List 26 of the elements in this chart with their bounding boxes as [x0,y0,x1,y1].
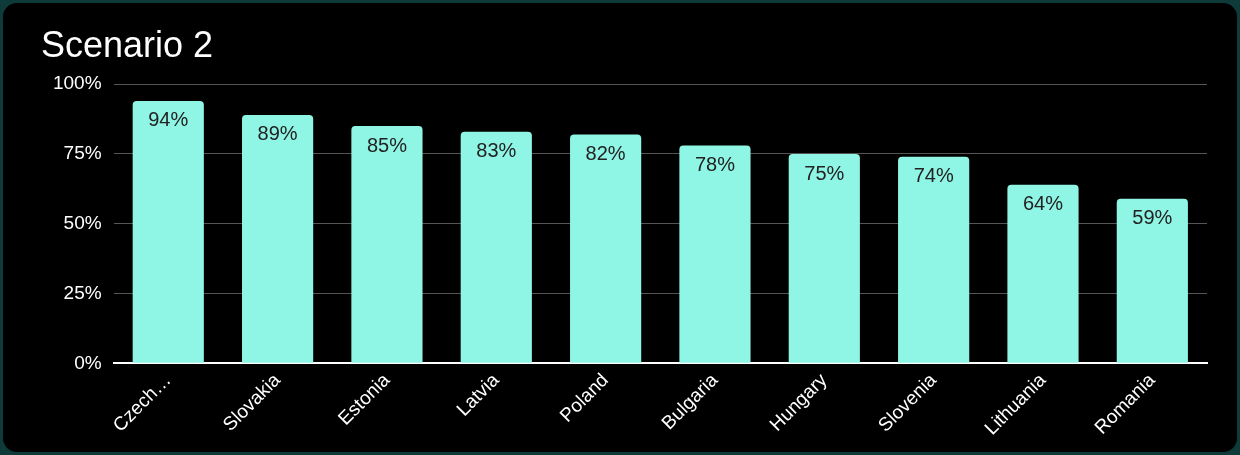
bar [679,145,751,363]
data-label: 75% [804,161,845,184]
data-label: 82% [585,141,626,164]
bar [460,131,532,363]
data-label: 64% [1022,192,1064,215]
bar [570,134,642,363]
data-label: 83% [476,139,517,162]
bar [1007,184,1079,363]
y-tick-label: 0% [74,351,102,373]
data-label: 85% [366,133,408,156]
y-tick-label: 25% [63,281,102,303]
bar [788,153,860,363]
bar [351,126,423,363]
bar [898,156,970,363]
data-label: 74% [913,164,954,187]
bar [132,100,204,363]
data-label: 78% [694,153,736,176]
y-tick-label: 50% [63,212,102,234]
data-label: 59% [1132,206,1173,229]
bar [1116,198,1188,363]
y-tick-label: 100% [52,72,102,94]
data-label: 94% [148,108,189,131]
chart-title: Scenario 2 [41,23,214,65]
y-tick-label: 75% [63,142,102,164]
data-label: 89% [257,122,298,145]
bar [242,114,314,363]
